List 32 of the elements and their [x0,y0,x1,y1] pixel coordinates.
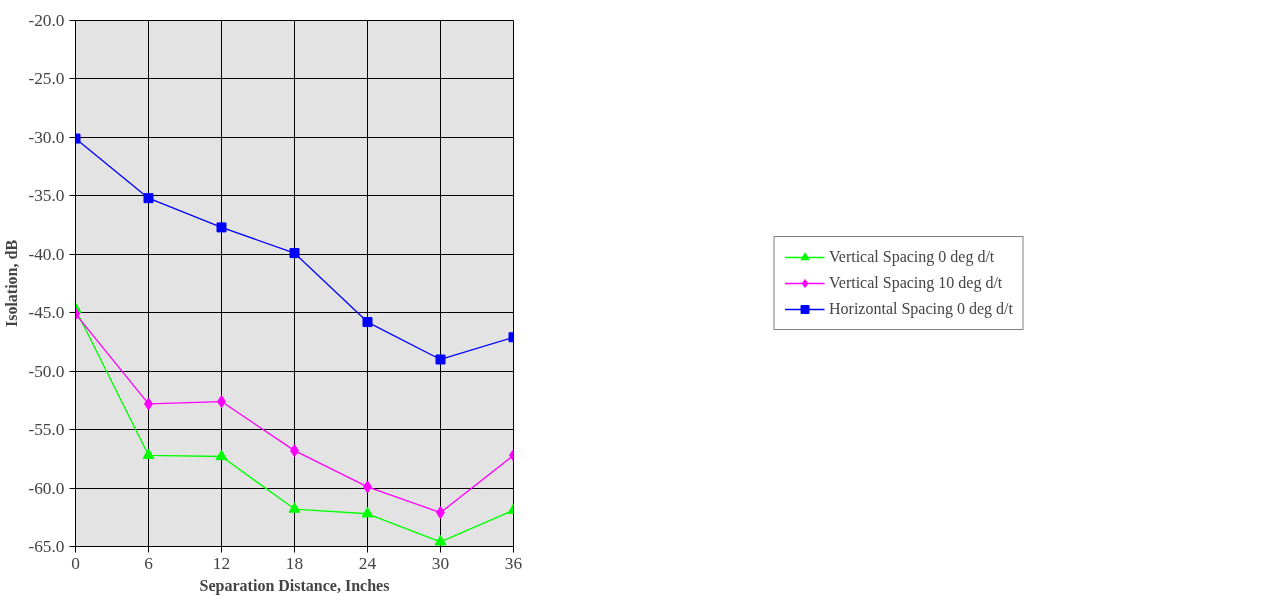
point [435,354,446,365]
point [288,502,301,513]
point [142,448,155,459]
y-tick-label: -35.0 [28,186,65,206]
y-tick-label: -45.0 [28,303,65,323]
y-tick-label: -50.0 [28,361,65,381]
x-axis-title: Separation Distance, Inches [199,576,390,595]
point [215,449,228,461]
legend-label: Horizontal Spacing 0 deg d/t [829,300,1013,318]
point [361,506,374,518]
x-tick-label: 12 [212,553,231,573]
y-tick-label: -40.0 [28,244,65,264]
y-tick-label: -25.0 [28,69,65,89]
point [289,248,300,259]
y-tick-label: -65.0 [28,537,65,556]
point [362,317,373,328]
x-tick-label: 30 [431,553,450,573]
point [434,534,447,546]
y-tick-label: -60.0 [28,478,65,498]
y-tick-label: -30.0 [28,127,65,147]
x-tick-label: 36 [504,553,523,573]
legend-label: Vertical Spacing 10 deg d/t [829,274,1003,292]
x-tick-label: 18 [285,553,304,573]
y-tick-label: -20.0 [28,11,65,30]
x-tick-label: 6 [144,553,154,573]
x-tick-label: 0 [71,553,80,573]
point [143,193,154,204]
y-axis-title: Isolation, dB [3,239,21,328]
y-tick-label: -55.0 [28,420,65,440]
point [216,222,227,233]
x-tick-label: 24 [358,553,377,573]
legend-label: Vertical Spacing 0 deg d/t [829,248,995,266]
